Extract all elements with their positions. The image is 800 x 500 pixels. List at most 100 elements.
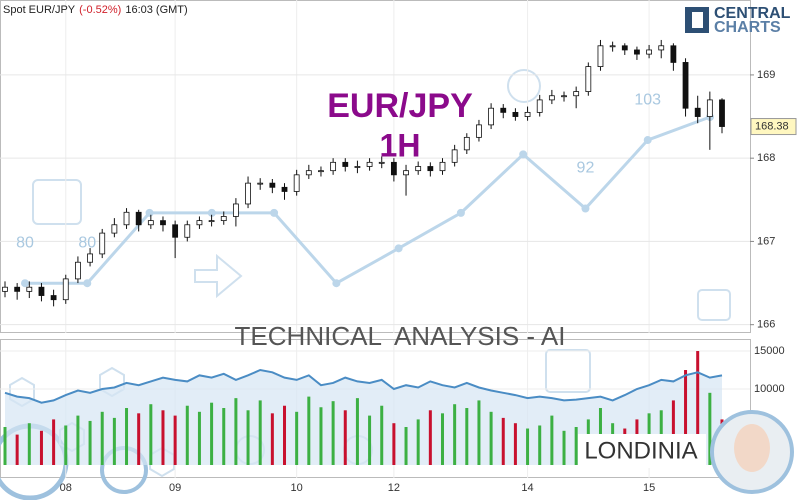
candle-body: [597, 45, 604, 67]
volume-bar: [100, 411, 104, 465]
volume-bar: [88, 420, 92, 465]
x-tick-label: 15: [643, 482, 655, 494]
score-point: [145, 208, 154, 217]
brand: LONDINIA: [584, 437, 697, 464]
candle-body: [160, 220, 166, 226]
candle-body: [111, 224, 118, 234]
volume-bar: [550, 415, 554, 465]
timeframe-watermark: 1H: [380, 127, 421, 163]
candle-body: [682, 62, 689, 109]
logo-mark: [692, 12, 703, 28]
candle-body: [99, 232, 106, 255]
candle-body: [439, 161, 446, 172]
volume-bar: [574, 427, 578, 465]
candle-body: [573, 91, 580, 97]
volume-bar: [526, 428, 530, 465]
header: Spot EUR/JPY (-0.52%) 16:03 (GMT): [3, 4, 188, 16]
candle-body: [172, 224, 179, 238]
candle-body: [476, 124, 482, 138]
volume-bar: [246, 410, 250, 465]
candle-body: [719, 99, 725, 127]
candle-body: [87, 253, 93, 263]
candle-body: [342, 161, 349, 167]
volume-bar: [173, 415, 177, 465]
time: 16:03 (GMT): [125, 4, 187, 16]
x-tick-label: 10: [291, 482, 303, 494]
volume-bar: [489, 411, 493, 465]
candle-body: [390, 161, 397, 176]
score-point: [21, 279, 29, 288]
volume-bar: [404, 427, 408, 465]
candle-body: [38, 286, 45, 296]
candle-body: [609, 45, 616, 48]
candle-body: [366, 161, 373, 167]
score-label: 92: [577, 160, 595, 177]
candle-body: [14, 286, 21, 292]
volume-bar: [270, 413, 274, 465]
score-point: [581, 204, 590, 213]
icon: [194, 253, 243, 299]
y-tick-label: 169: [757, 69, 775, 81]
logo-text: CHARTS: [714, 19, 781, 36]
volume-bar: [295, 411, 299, 465]
volume-bar: [185, 405, 189, 465]
score-label: 103: [634, 91, 661, 108]
volume-bar: [538, 425, 542, 465]
candle-body: [427, 166, 434, 172]
candle-body: [451, 149, 458, 163]
y-tick-label: 10000: [754, 383, 785, 395]
candle-body: [26, 286, 33, 292]
brand-box: [578, 434, 706, 468]
last-price: 168.38: [755, 120, 789, 132]
candle-body: [50, 295, 57, 301]
volume-bar: [15, 434, 19, 465]
candle-body: [257, 182, 264, 185]
volume-bar: [696, 351, 700, 465]
candle-body: [634, 49, 640, 55]
banner: TECHNICAL ANALYSIS - AI: [235, 321, 566, 351]
y-tick-label: 166: [757, 319, 775, 331]
candle-body: [293, 174, 300, 192]
score-point: [643, 136, 652, 145]
volume-area: [5, 370, 722, 465]
candle-body: [694, 107, 701, 117]
candle-body: [281, 186, 288, 192]
y-tick-label: 168: [757, 152, 775, 164]
volume-bar: [76, 415, 80, 465]
volume-bar: [368, 415, 372, 465]
candle-body: [196, 220, 203, 226]
icon: [507, 69, 541, 103]
score-label: 80: [78, 234, 96, 251]
score-point: [519, 150, 528, 159]
score-point: [270, 208, 279, 217]
volume-bar: [52, 419, 56, 465]
icon: [697, 289, 731, 321]
volume-bar: [416, 419, 420, 465]
score-point: [456, 208, 465, 217]
y-tick-label: 15000: [754, 345, 785, 357]
candle-body: [524, 111, 531, 117]
icon: [32, 179, 82, 225]
candle-body: [318, 170, 324, 173]
volume-bar: [392, 423, 396, 465]
instrument: Spot EUR/JPY: [3, 4, 76, 16]
candle-body: [512, 111, 519, 117]
x-tick-label: 08: [60, 482, 72, 494]
volume-bar: [307, 396, 311, 465]
candle-body: [75, 261, 81, 280]
score-label: 80: [16, 234, 34, 251]
volume-layer: 08 09 10 12 14 15 10000 15000: [0, 340, 785, 494]
volume-bar: [477, 400, 481, 465]
volume-bar: [501, 417, 505, 465]
candle-body: [245, 182, 251, 205]
score-point: [207, 208, 216, 217]
candle-body: [220, 216, 227, 222]
volume-bar: [234, 398, 238, 465]
volume-bar: [197, 411, 201, 465]
volume-bar: [513, 423, 517, 465]
volume-bar: [64, 425, 68, 465]
score-point: [83, 279, 92, 288]
volume-bar: [137, 413, 141, 465]
